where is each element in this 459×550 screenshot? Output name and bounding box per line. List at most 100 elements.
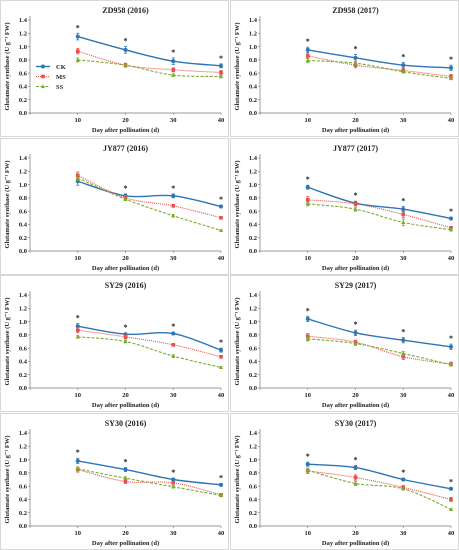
- chart-title: JY877 (2016): [103, 144, 148, 153]
- significance-mark: *: [306, 452, 310, 461]
- y-tick-label: 1.0: [19, 44, 27, 51]
- y-axis-label: Glutamate synthase (U g⁻¹ FW): [4, 435, 11, 523]
- y-tick-label: 0.0: [249, 523, 257, 530]
- data-point-CK: [449, 486, 453, 491]
- data-point-MS: [123, 479, 128, 483]
- y-tick-label: 1.2: [19, 168, 27, 175]
- x-axis-label: Day after pollination (d): [92, 127, 159, 134]
- x-tick-label: 40: [218, 392, 225, 399]
- data-point-MS: [171, 343, 176, 347]
- data-point-CK: [305, 47, 310, 52]
- y-tick-label: 0.0: [19, 385, 27, 392]
- series-line-MS: [307, 198, 452, 228]
- data-point-MS: [305, 197, 310, 202]
- data-point-SS: [448, 362, 454, 367]
- x-tick-label: 30: [170, 392, 177, 399]
- data-point-SS: [218, 227, 224, 232]
- data-point-SS: [401, 69, 406, 74]
- chart-panel-0: ZD958 (2016) 0.0 0.2 0.4 0.6 0.8 1.0 1.2 1.4 10 20…: [0, 0, 229, 137]
- x-tick-label: 10: [305, 255, 312, 262]
- y-tick-label: 0.0: [249, 110, 257, 117]
- y-tick-label: 0.0: [19, 248, 27, 255]
- chart-panel-1: ZD958 (2017) 0.0 0.2 0.4 0.6 0.8 1.0 1.2 1.4 10 20…: [230, 0, 459, 137]
- x-tick-label: 10: [75, 530, 82, 537]
- y-tick-label: 1.2: [19, 30, 27, 37]
- legend-label-SS: SS: [56, 84, 64, 91]
- series-line-CK: [307, 186, 452, 219]
- y-tick-label: 1.4: [249, 430, 258, 437]
- chart-panel-3: JY877 (2017) 0.0 0.2 0.4 0.6 0.8 1.0 1.2 1.4 10 20…: [230, 137, 459, 275]
- data-point-MS: [401, 354, 406, 359]
- x-tick-label: 30: [400, 392, 407, 399]
- y-tick-label: 0.4: [19, 496, 28, 503]
- series-line-MS: [77, 50, 222, 74]
- y-tick-label: 0.4: [19, 359, 28, 366]
- y-tick-label: 0.8: [249, 57, 258, 64]
- y-tick-label: 1.0: [249, 456, 257, 463]
- y-axis-label: Glutamate synthase (U g⁻¹ FW): [4, 22, 11, 110]
- significance-mark: *: [354, 455, 358, 464]
- y-tick-label: 1.0: [19, 456, 27, 463]
- data-point-MS: [449, 497, 453, 501]
- data-point-SS: [448, 506, 454, 511]
- y-tick-label: 0.8: [19, 470, 28, 477]
- data-point-MS: [123, 335, 128, 339]
- y-tick-label: 0.6: [19, 70, 28, 77]
- x-tick-label: 20: [122, 117, 129, 124]
- data-point-CK: [123, 47, 128, 52]
- legend-marker-MS: [41, 74, 45, 79]
- x-axis-label: Day after pollination (d): [322, 265, 389, 272]
- significance-mark: *: [401, 53, 405, 62]
- significance-mark: *: [401, 468, 405, 477]
- y-axis-label: Glutamate synthase (U g⁻¹ FW): [4, 160, 11, 248]
- x-axis-label: Day after pollination (d): [322, 540, 389, 547]
- data-point-CK: [401, 63, 406, 68]
- y-tick-label: 0.2: [19, 372, 27, 379]
- x-axis-label: Day after pollination (d): [92, 540, 159, 547]
- y-tick-label: 0.4: [249, 221, 258, 228]
- significance-mark: *: [171, 468, 175, 477]
- y-tick-label: 1.0: [249, 44, 257, 51]
- significance-mark: *: [219, 54, 223, 63]
- x-tick-label: 20: [352, 117, 359, 124]
- data-point-MS: [401, 212, 406, 216]
- y-tick-label: 0.2: [249, 509, 257, 516]
- y-tick-label: 0.2: [249, 234, 257, 241]
- x-tick-label: 40: [448, 392, 455, 399]
- y-tick-label: 0.0: [19, 110, 27, 117]
- series-line-MS: [307, 55, 452, 78]
- panel-border: [0, 412, 229, 550]
- x-axis-label: Day after pollination (d): [92, 402, 159, 409]
- y-tick-label: 1.2: [19, 305, 27, 312]
- y-tick-label: 0.4: [19, 221, 28, 228]
- chart-title: SY29 (2017): [335, 281, 377, 290]
- series-line-SS: [77, 176, 222, 231]
- y-tick-label: 1.4: [249, 155, 258, 162]
- data-point-SS: [448, 227, 454, 231]
- series-line-CK: [77, 459, 222, 486]
- y-tick-label: 0.6: [249, 345, 258, 352]
- data-point-CK: [353, 465, 358, 470]
- significance-mark: *: [171, 322, 175, 331]
- series-line-CK: [77, 180, 222, 207]
- y-tick-label: 0.8: [19, 195, 28, 202]
- x-tick-label: 10: [75, 392, 82, 399]
- data-point-SS: [171, 353, 176, 358]
- data-point-CK: [401, 206, 406, 211]
- data-point-SS: [123, 475, 128, 480]
- x-tick-label: 40: [218, 117, 225, 124]
- data-point-MS: [75, 328, 80, 333]
- legend-label-CK: CK: [56, 64, 66, 71]
- x-tick-label: 30: [400, 117, 407, 124]
- series-line-SS: [307, 469, 452, 510]
- chart-title: SY30 (2016): [105, 419, 147, 428]
- chart-title: ZD958 (2016): [102, 6, 149, 15]
- data-point-CK: [401, 477, 406, 481]
- data-point-SS: [401, 351, 406, 356]
- chart-title: JY877 (2017): [333, 144, 378, 153]
- data-point-SS: [218, 492, 224, 497]
- series-line-MS: [307, 335, 452, 365]
- series-line-SS: [307, 59, 452, 80]
- x-axis-label: Day after pollination (d): [322, 402, 389, 409]
- data-point-SS: [75, 334, 80, 339]
